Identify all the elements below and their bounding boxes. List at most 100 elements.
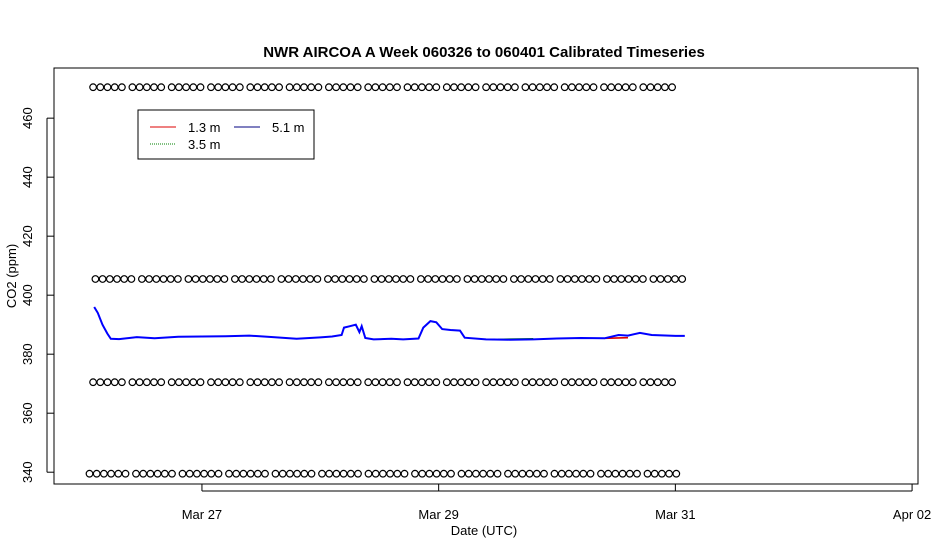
- calibration-marker: [307, 83, 316, 92]
- calibration-marker: [621, 83, 630, 92]
- calibration-marker: [439, 469, 448, 478]
- calibration-marker: [318, 469, 326, 478]
- calibration-marker: [624, 275, 633, 283]
- calibration-marker: [575, 378, 583, 387]
- calibration-marker: [464, 378, 473, 387]
- calibration-marker: [207, 378, 215, 387]
- calibration-marker: [259, 275, 268, 283]
- calibration-marker: [665, 469, 673, 478]
- calibration-marker: [196, 83, 205, 92]
- calibration-marker: [293, 469, 302, 478]
- calibration-marker: [174, 83, 183, 92]
- calibration-marker: [214, 83, 223, 92]
- calibration-marker: [403, 83, 412, 92]
- calibration-marker: [207, 469, 216, 478]
- y-tick-label: 420: [20, 225, 35, 247]
- calibration-marker: [563, 275, 572, 283]
- calibration-marker: [99, 469, 108, 478]
- calibration-marker: [206, 275, 214, 283]
- calibration-marker: [346, 469, 355, 478]
- calibration-marker: [191, 275, 200, 283]
- calibration-marker: [246, 469, 255, 478]
- calibration-marker: [406, 275, 415, 283]
- calibration-marker: [285, 83, 294, 92]
- legend-label-5-1m: 5.1 m: [272, 120, 305, 135]
- calibration-marker: [238, 275, 247, 283]
- calibration-marker: [589, 83, 598, 92]
- calibration-marker: [575, 83, 583, 92]
- calibration-marker: [503, 378, 512, 387]
- calibration-marker: [479, 469, 488, 478]
- calibration-marker: [159, 275, 168, 283]
- calibration-marker: [646, 83, 655, 92]
- calibration-marker: [128, 378, 137, 387]
- calibration-marker: [457, 83, 466, 92]
- calibration-marker: [496, 83, 505, 92]
- calibration-marker: [89, 83, 97, 92]
- calibration-marker: [417, 275, 425, 283]
- calibration-marker: [252, 275, 261, 283]
- calibration-marker: [261, 469, 269, 478]
- calibration-marker: [260, 378, 269, 387]
- calibration-marker: [543, 378, 551, 387]
- chart-title: NWR AIRCOA A Week 060326 to 060401 Calib…: [263, 44, 705, 61]
- calibration-marker: [517, 275, 525, 283]
- calibration-marker: [214, 469, 223, 478]
- x-tick-label: Mar 29: [418, 507, 458, 522]
- calibration-marker: [650, 469, 659, 478]
- calibration-marker: [364, 378, 373, 387]
- calibration-marker: [531, 275, 540, 283]
- calibration-marker: [499, 275, 508, 283]
- calibration-marker: [578, 275, 586, 283]
- calibration-marker: [570, 275, 579, 283]
- calibration-marker: [477, 275, 486, 283]
- calibration-marker: [543, 83, 551, 92]
- calibration-marker: [300, 83, 308, 92]
- calibration-marker: [424, 275, 433, 283]
- calibration-marker: [410, 378, 419, 387]
- calibration-marker: [192, 469, 201, 478]
- calibration-marker: [432, 83, 441, 92]
- calibration-marker: [189, 378, 198, 387]
- calibration-marker: [168, 469, 176, 478]
- calibration-marker: [339, 378, 348, 387]
- calibration-marker: [418, 378, 426, 387]
- calibration-marker: [668, 83, 676, 92]
- calibration-marker: [528, 83, 537, 92]
- calibration-marker: [582, 378, 591, 387]
- calibration-marker: [393, 83, 401, 92]
- x-tick-label: Mar 27: [182, 507, 222, 522]
- calibration-marker: [550, 378, 559, 387]
- calibration-marker: [464, 469, 473, 478]
- calibration-marker: [447, 469, 455, 478]
- calibration-marker: [300, 469, 309, 478]
- calibration-marker: [277, 275, 286, 283]
- calibration-marker: [200, 469, 209, 478]
- calibration-marker: [339, 469, 348, 478]
- calibration-marker: [399, 275, 408, 283]
- calibration-marker: [503, 83, 512, 92]
- calibration-marker: [482, 378, 491, 387]
- calibration-marker: [418, 83, 426, 92]
- calibration-marker: [275, 83, 284, 92]
- calibration-marker: [353, 83, 362, 92]
- calibration-markers: [85, 83, 687, 478]
- calibration-marker: [378, 378, 387, 387]
- calibration-marker: [267, 275, 275, 283]
- y-tick-label: 360: [20, 402, 35, 424]
- y-tick-label: 380: [20, 343, 35, 365]
- calibration-marker: [146, 469, 155, 478]
- calibration-marker: [410, 83, 419, 92]
- calibration-marker: [92, 469, 101, 478]
- calibration-marker: [325, 83, 333, 92]
- calibration-marker: [631, 275, 640, 283]
- calibration-marker: [538, 275, 547, 283]
- calibration-marker: [511, 469, 520, 478]
- calibration-marker: [110, 83, 119, 92]
- calibration-marker: [532, 469, 541, 478]
- calibration-marker: [150, 83, 158, 92]
- calibration-marker: [607, 378, 616, 387]
- calibration-marker: [284, 275, 293, 283]
- calibration-marker: [668, 378, 676, 387]
